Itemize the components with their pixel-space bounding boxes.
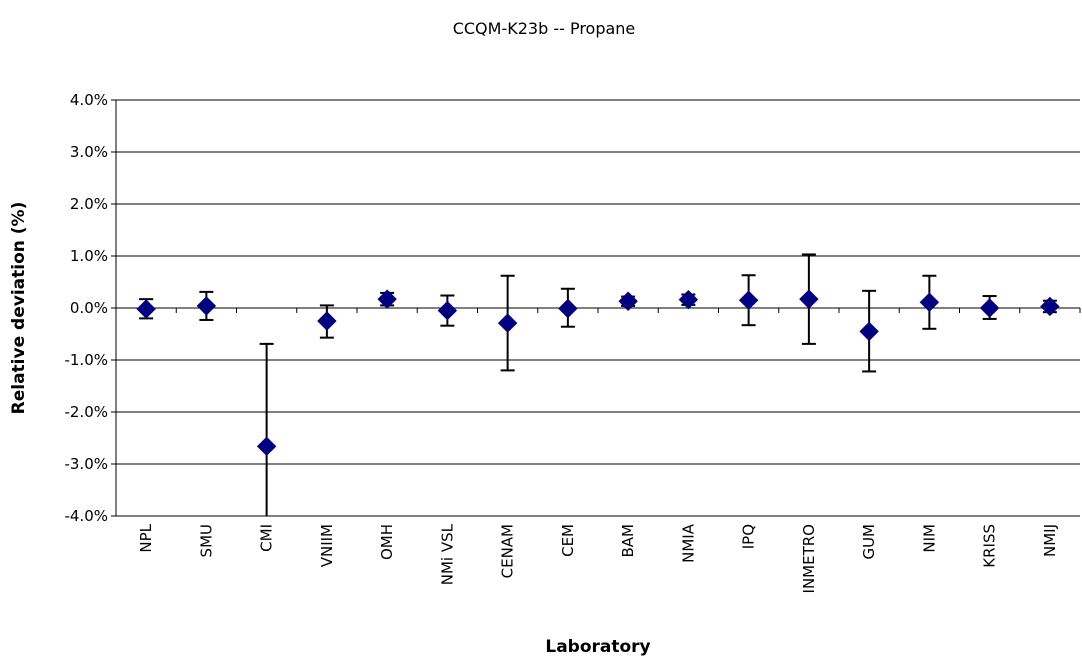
data-point (256, 436, 277, 457)
data-point (558, 298, 578, 319)
x-tick-label: NIM (920, 524, 938, 553)
y-tick-label: -3.0% (64, 455, 108, 473)
y-tick-label: 1.0% (70, 247, 108, 265)
data-point (678, 289, 699, 310)
data-point (437, 300, 458, 321)
x-tick-label: BAM (619, 524, 637, 558)
x-tick-label: NPL (137, 523, 155, 552)
data-point (618, 291, 638, 311)
data-point (738, 290, 759, 310)
x-tick-label: OMH (378, 524, 396, 560)
x-tick-label: IPQ (740, 524, 758, 549)
y-tick-label: 2.0% (70, 195, 108, 213)
y-tick-label: 0.0% (70, 299, 108, 317)
x-tick-label: CEM (559, 524, 577, 557)
data-point (799, 289, 819, 309)
y-tick-label: 4.0% (70, 91, 108, 109)
x-tick-label: VNIIM (318, 524, 336, 567)
data-point (196, 296, 217, 316)
data-point (919, 292, 940, 312)
x-tick-label: GUM (860, 524, 878, 560)
y-tick-label: 3.0% (70, 143, 108, 161)
data-point (377, 289, 397, 309)
y-axis-title: Relative deviation (%) (9, 202, 29, 415)
x-tick-label: INMETRO (800, 524, 818, 593)
data-point (859, 321, 879, 342)
y-tick-label: -2.0% (64, 403, 108, 421)
chart-title: CCQM-K23b -- Propane (453, 19, 636, 38)
x-tick-label: KRISS (981, 524, 999, 568)
y-tick-label: -1.0% (64, 351, 108, 369)
data-point (136, 299, 156, 319)
data-point (317, 311, 337, 331)
x-tick-label: SMU (197, 524, 215, 557)
data-point (497, 313, 518, 333)
data-point (979, 298, 1000, 318)
x-tick-label: NMIJ (1041, 524, 1059, 557)
x-tick-label: CENAM (499, 524, 517, 578)
x-tick-label: CMI (258, 524, 276, 552)
y-tick-label: -4.0% (64, 507, 108, 525)
data-point (1040, 296, 1060, 317)
x-axis-title: Laboratory (545, 637, 650, 657)
plot-area: 4.0% 3.0% 2.0% 1.0% 0.0% -1.0% -2.0% -3.0% -4.0%… (64, 91, 1081, 593)
x-tick-label: NMIA (679, 523, 697, 563)
x-tick-label: NMi VSL (438, 523, 456, 585)
